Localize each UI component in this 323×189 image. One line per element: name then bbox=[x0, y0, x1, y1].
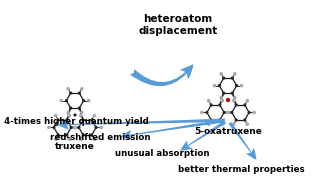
Circle shape bbox=[225, 111, 229, 114]
Circle shape bbox=[95, 126, 98, 129]
Circle shape bbox=[66, 87, 70, 91]
Circle shape bbox=[47, 126, 51, 129]
Circle shape bbox=[223, 111, 226, 114]
Circle shape bbox=[54, 138, 57, 141]
Circle shape bbox=[77, 126, 80, 129]
Circle shape bbox=[218, 103, 222, 107]
Circle shape bbox=[54, 114, 57, 117]
Text: better thermal properties: better thermal properties bbox=[178, 164, 305, 174]
Circle shape bbox=[234, 103, 238, 107]
Circle shape bbox=[69, 126, 73, 129]
Circle shape bbox=[235, 84, 238, 87]
Circle shape bbox=[231, 91, 234, 95]
Circle shape bbox=[57, 118, 60, 122]
Circle shape bbox=[73, 113, 77, 117]
Circle shape bbox=[218, 84, 221, 87]
Circle shape bbox=[205, 111, 208, 114]
Text: 5-oxatruxene: 5-oxatruxene bbox=[194, 127, 262, 136]
Circle shape bbox=[68, 138, 71, 141]
Circle shape bbox=[207, 122, 211, 126]
Circle shape bbox=[90, 133, 93, 136]
Circle shape bbox=[232, 99, 235, 102]
FancyArrowPatch shape bbox=[228, 121, 256, 160]
Circle shape bbox=[207, 99, 211, 102]
Circle shape bbox=[230, 111, 234, 114]
Text: red-shifted emission: red-shifted emission bbox=[50, 133, 151, 143]
Circle shape bbox=[52, 126, 56, 129]
Circle shape bbox=[65, 99, 68, 102]
Text: heteroatom
displacement: heteroatom displacement bbox=[138, 14, 218, 36]
Circle shape bbox=[82, 118, 85, 122]
Circle shape bbox=[79, 114, 82, 117]
Circle shape bbox=[222, 91, 225, 95]
Circle shape bbox=[87, 99, 90, 102]
Circle shape bbox=[78, 106, 81, 110]
Circle shape bbox=[65, 133, 68, 136]
Circle shape bbox=[78, 91, 81, 95]
Circle shape bbox=[200, 111, 203, 114]
Circle shape bbox=[213, 84, 216, 87]
Text: truxene: truxene bbox=[55, 142, 95, 151]
Circle shape bbox=[66, 111, 70, 114]
Circle shape bbox=[252, 111, 256, 114]
Circle shape bbox=[232, 122, 235, 126]
Circle shape bbox=[221, 99, 224, 102]
Circle shape bbox=[221, 122, 224, 126]
Circle shape bbox=[227, 111, 231, 114]
Circle shape bbox=[92, 114, 96, 117]
Circle shape bbox=[243, 118, 246, 122]
Circle shape bbox=[243, 103, 246, 107]
Circle shape bbox=[247, 111, 251, 114]
Circle shape bbox=[99, 126, 103, 129]
Circle shape bbox=[210, 103, 213, 107]
Circle shape bbox=[69, 91, 72, 95]
Circle shape bbox=[57, 133, 60, 136]
Circle shape bbox=[219, 72, 223, 76]
Circle shape bbox=[210, 118, 213, 122]
Text: unusual absorption: unusual absorption bbox=[115, 149, 210, 157]
FancyArrowPatch shape bbox=[180, 120, 227, 150]
Circle shape bbox=[72, 126, 76, 129]
Circle shape bbox=[65, 118, 68, 122]
Circle shape bbox=[245, 99, 249, 102]
Circle shape bbox=[82, 133, 85, 136]
Circle shape bbox=[74, 126, 78, 129]
Circle shape bbox=[82, 99, 85, 102]
Circle shape bbox=[233, 72, 237, 76]
Circle shape bbox=[59, 99, 63, 102]
Circle shape bbox=[219, 96, 223, 99]
Circle shape bbox=[92, 138, 96, 141]
Circle shape bbox=[80, 111, 84, 114]
FancyArrowPatch shape bbox=[58, 119, 225, 129]
Circle shape bbox=[80, 87, 84, 91]
Circle shape bbox=[240, 84, 244, 87]
Circle shape bbox=[226, 98, 230, 102]
Circle shape bbox=[218, 118, 222, 122]
Circle shape bbox=[233, 96, 237, 99]
Circle shape bbox=[231, 77, 234, 80]
Circle shape bbox=[68, 114, 71, 117]
Circle shape bbox=[222, 77, 225, 80]
Text: 4-times higher quantum yield: 4-times higher quantum yield bbox=[4, 116, 149, 125]
Circle shape bbox=[90, 118, 93, 122]
Circle shape bbox=[234, 118, 238, 122]
Circle shape bbox=[245, 122, 249, 126]
FancyArrowPatch shape bbox=[130, 64, 193, 86]
Circle shape bbox=[79, 138, 82, 141]
Circle shape bbox=[69, 106, 72, 110]
FancyArrowPatch shape bbox=[121, 119, 225, 140]
